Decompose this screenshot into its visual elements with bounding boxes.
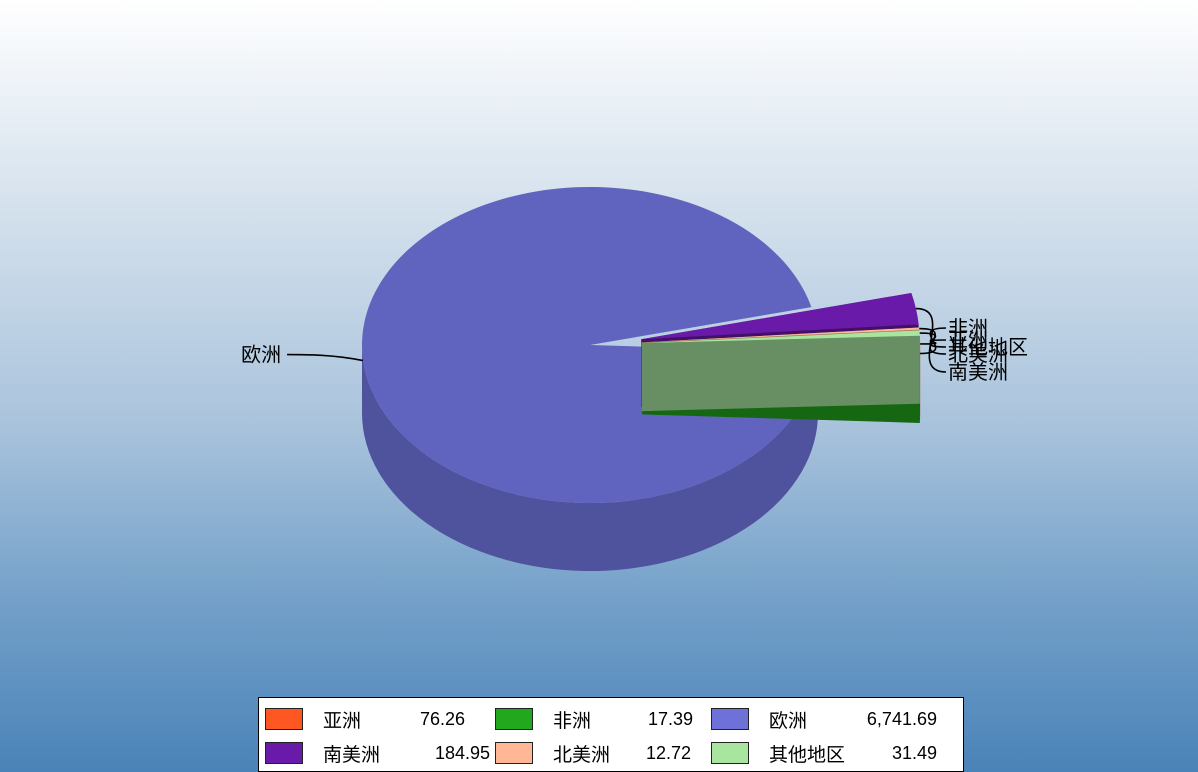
pie-slice-other-regions [641, 330, 920, 412]
legend-item-europe: 欧洲 6,741.69 [711, 704, 937, 734]
slice-label-africa: 非洲 [948, 316, 988, 340]
legend-swatch-europe [711, 708, 749, 730]
legend-name-africa: 非洲 [553, 709, 592, 732]
legend-value-africa: 17.39 [647, 708, 693, 729]
legend-name-other-regions: 其他地区 [769, 743, 846, 766]
leader-line-south-america [915, 307, 947, 373]
slice-label-north-america: 北美洲 [948, 342, 1008, 366]
legend-value-europe: 6,741.69 [866, 708, 937, 729]
legend-swatch-africa [495, 708, 533, 730]
legend-name-europe: 欧洲 [769, 709, 808, 732]
pie-slice-europe [362, 187, 818, 571]
slice-label-other-regions: 其他地区 [948, 335, 1028, 359]
legend-name-south-america: 南美洲 [323, 743, 381, 766]
legend-name-north-america: 北美洲 [553, 743, 611, 766]
legend-value-asia: 76.26 [419, 708, 465, 729]
legend-value-other-regions: 31.49 [891, 742, 937, 763]
legend-swatch-other-regions [711, 742, 749, 764]
pie-slice-top-south-america [641, 293, 919, 340]
legend-value-south-america: 184.95 [434, 742, 490, 763]
slice-label-europe: 欧洲 [241, 343, 281, 367]
leader-line-other-regions [919, 332, 947, 348]
legend-value-north-america: 12.72 [645, 742, 691, 763]
legend-item-south-america: 南美洲 184.95 [265, 738, 490, 768]
legend-item-asia: 亚洲 76.26 [265, 704, 465, 734]
legend-swatch-north-america [495, 742, 533, 764]
pie-slice-top-north-america [641, 327, 920, 343]
pie-slice-side-europe-0 [362, 345, 818, 571]
legend-swatch-south-america [265, 742, 303, 764]
legend-item-africa: 非洲 17.39 [495, 704, 693, 734]
legend-swatch-asia [265, 708, 303, 730]
slice-label-south-america: 南美洲 [948, 360, 1008, 384]
pie-slice-top-europe [362, 187, 818, 504]
leader-line-europe [287, 353, 364, 362]
pie-slice-top-other-regions [641, 330, 920, 344]
legend: 亚洲 76.26 非洲 17.39 欧洲 6,741.69 南美洲 184.95… [258, 697, 964, 772]
legend-item-other-regions: 其他地区 31.49 [711, 738, 937, 768]
slice-label-asia: 亚洲 [948, 328, 988, 352]
legend-name-asia: 亚洲 [323, 709, 362, 732]
legend-item-north-america: 北美洲 12.72 [495, 738, 691, 768]
pie-slices [362, 187, 921, 571]
pie-slice-wall-other-regions-1 [641, 335, 920, 412]
